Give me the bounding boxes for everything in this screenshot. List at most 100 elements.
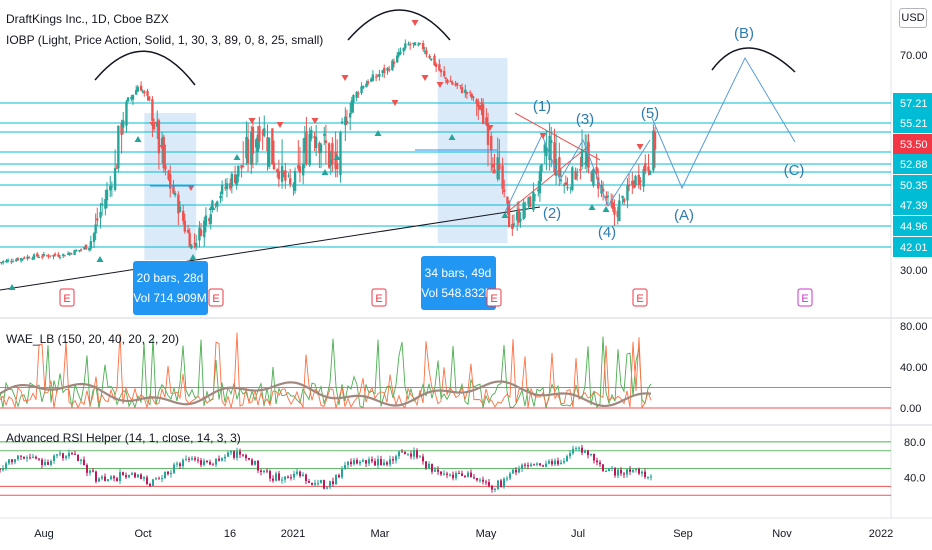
candle-body	[63, 255, 67, 257]
rsi-candle-body	[257, 460, 259, 471]
candle-body	[392, 61, 396, 64]
candle-body	[512, 223, 516, 225]
symbol-title[interactable]: DraftKings Inc., 1D, Cboe BZX	[6, 12, 169, 26]
rsi-candle-body	[341, 469, 343, 478]
rsi-candle-body	[524, 464, 526, 466]
rsi-candle-body	[437, 469, 439, 472]
candle-body	[53, 253, 57, 256]
rsi-candle-body	[617, 469, 619, 476]
candle-body	[418, 43, 422, 45]
candle-body	[173, 193, 177, 196]
candle-body	[79, 249, 83, 251]
candle-body	[569, 187, 572, 189]
buy-signal-marker	[96, 256, 104, 262]
rsi-candle-body	[236, 451, 238, 458]
candle-body	[289, 178, 292, 185]
rsi-candle-body	[353, 460, 355, 465]
candle-body	[16, 258, 20, 261]
earnings-marker[interactable]	[797, 288, 813, 307]
rsi-candle-body	[368, 459, 370, 464]
candle-body	[540, 164, 543, 172]
rsi-candle-body	[59, 453, 61, 455]
rsi-candle-body	[272, 478, 274, 481]
candle-body	[126, 97, 130, 102]
elliott-wave-path[interactable]	[504, 133, 651, 213]
rsi-candle-body	[536, 463, 538, 465]
rsi-candle-body	[290, 477, 292, 479]
rsi-candle-body	[305, 474, 307, 482]
rsi-candle-body	[596, 460, 598, 463]
support-trendline[interactable]	[0, 206, 541, 291]
candle-body	[89, 241, 92, 249]
rsi-candle-body	[548, 461, 550, 464]
candle-body	[109, 185, 112, 191]
current-price-tag	[893, 134, 932, 154]
rsi-candle-body	[146, 477, 148, 484]
indicator-iobp-title[interactable]: IOBP (Light, Price Action, Solid, 1, 30,…	[6, 33, 324, 47]
rsi-candle-body	[620, 469, 622, 474]
rsi-candle-body	[593, 453, 595, 461]
candle-body	[493, 169, 496, 174]
wae-indicator-title[interactable]: WAE_LB (150, 20, 40, 20, 2, 20)	[6, 332, 179, 346]
top-arc-3[interactable]	[711, 47, 796, 73]
rsi-candle-body	[0, 468, 1, 471]
candle-body	[481, 104, 485, 124]
earnings-marker[interactable]	[486, 288, 502, 307]
candle-body	[352, 94, 355, 103]
sell-signal-marker	[341, 75, 349, 81]
candle-body	[10, 261, 13, 263]
candle-body	[199, 229, 203, 236]
candle-body	[631, 181, 634, 185]
rsi-candle-body	[44, 462, 46, 466]
rsi-candle-body	[446, 473, 448, 475]
earnings-marker[interactable]	[632, 288, 648, 307]
rsi-candle-body	[455, 472, 457, 479]
rsi-candle-body	[431, 463, 433, 472]
candle-body	[134, 90, 138, 95]
projection-path[interactable]	[651, 56, 796, 190]
candle-body	[370, 78, 373, 82]
candle-body	[143, 91, 146, 94]
top-arc-2[interactable]	[347, 9, 451, 41]
candle-body	[423, 50, 426, 52]
rsi-candle-body	[62, 453, 64, 459]
earnings-marker[interactable]	[59, 288, 75, 307]
rsi-candle-body	[470, 472, 472, 478]
candle-body	[584, 162, 587, 164]
rsi-candle-body	[227, 452, 229, 457]
rsi-candle-body	[92, 470, 94, 472]
earnings-marker[interactable]	[208, 288, 224, 307]
rsi-candle-body	[125, 475, 127, 478]
candle-body	[647, 166, 650, 171]
rsi-candle-body	[602, 464, 604, 472]
rsi-candle-body	[575, 448, 577, 450]
candle-body	[261, 133, 264, 135]
rsi-candle-body	[350, 461, 352, 465]
wave-label: (5)	[641, 105, 659, 122]
sell-signal-marker	[149, 122, 157, 128]
candle-body	[2, 261, 5, 263]
candle-body	[627, 184, 631, 187]
wave-label: (3)	[576, 111, 594, 128]
candle-body	[491, 164, 495, 168]
rsi-candle-body	[449, 474, 451, 476]
buy-signal-marker	[374, 130, 382, 136]
candle-body	[164, 165, 167, 170]
rsi-candle-body	[389, 459, 391, 465]
currency-button[interactable]: USD	[899, 8, 927, 28]
price-axis-label: 70.00	[900, 50, 928, 62]
rsi-candle-body	[425, 461, 427, 469]
sell-signal-marker	[421, 75, 429, 81]
sell-signal-marker	[476, 105, 484, 111]
candle-body	[319, 144, 323, 153]
rsi-indicator-title[interactable]: Advanced RSI Helper (14, 1, close, 14, 3…	[6, 431, 241, 445]
earnings-marker[interactable]	[371, 288, 387, 307]
candle-body	[378, 74, 381, 77]
candle-body	[360, 86, 363, 94]
rsi-candle-body	[137, 474, 139, 478]
wave-label: (B)	[734, 25, 754, 42]
top-arc-1[interactable]	[94, 50, 196, 86]
buy-signal-marker	[321, 169, 329, 175]
rsi-candle-body	[476, 478, 478, 481]
